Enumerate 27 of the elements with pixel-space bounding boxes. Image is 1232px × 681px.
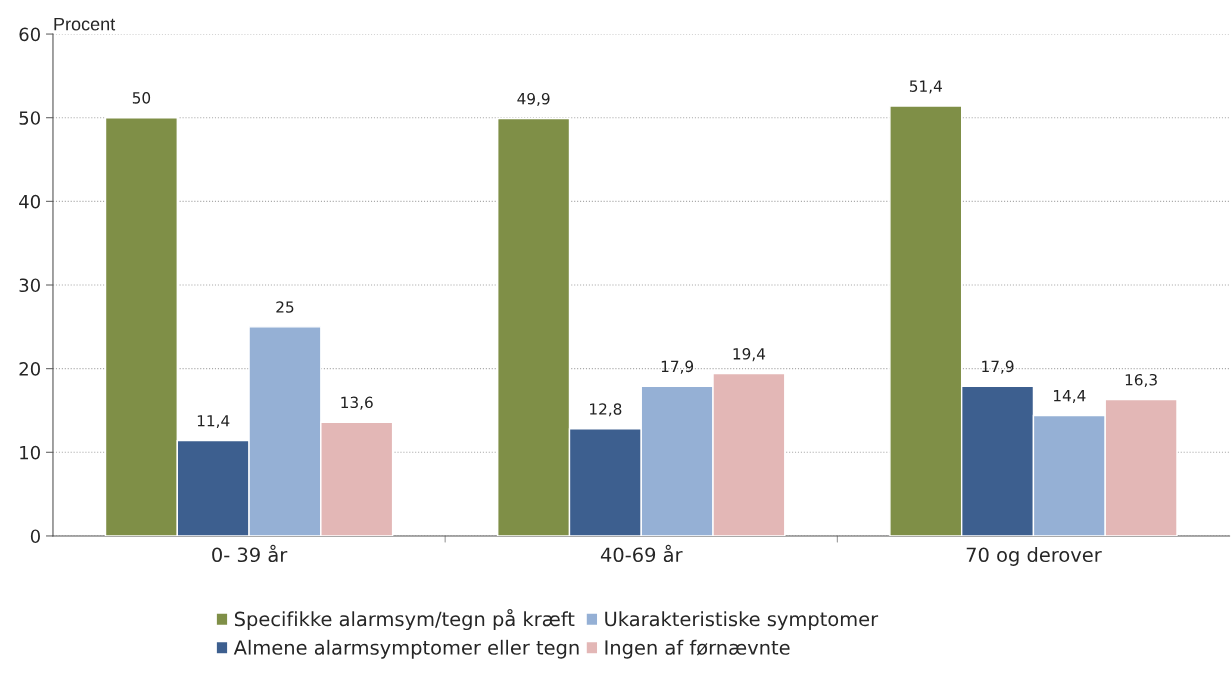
data-label: 11,4 xyxy=(197,415,230,429)
y-tick-label: 0 xyxy=(30,529,40,544)
y-tick-label: 50 xyxy=(19,111,40,125)
x-tick-label: 70 og derover xyxy=(966,547,1102,566)
y-tick-label: 10 xyxy=(20,445,40,460)
legend-label: Specifikke alarmsym/tegn på kræft xyxy=(234,608,575,631)
x-tick-label: 40-69 år xyxy=(600,544,683,563)
data-label: 17,9 xyxy=(661,360,694,374)
y-tick-label: 20 xyxy=(19,362,40,376)
data-label: 19,4 xyxy=(733,348,766,362)
legend-label: Ingen af førnævnte xyxy=(605,639,790,659)
data-label: 49,9 xyxy=(517,92,550,107)
data-label: 17,9 xyxy=(982,360,1014,374)
y-tick-label: 30 xyxy=(19,278,40,293)
legend-label: Ukarakteristiske symptomer xyxy=(605,611,879,631)
data-label: 25 xyxy=(276,301,294,313)
data-label: 14,4 xyxy=(1054,390,1086,403)
y-axis-title: Procent xyxy=(54,17,116,31)
data-label: 16,3 xyxy=(1125,373,1157,388)
data-label: 50 xyxy=(132,92,151,104)
y-tick-label: 40 xyxy=(19,194,40,209)
x-tick-label: 0- 39 år xyxy=(212,544,288,563)
y-tick-label: 60 xyxy=(19,27,40,42)
data-label: 13,6 xyxy=(341,396,373,410)
data-label: 51,4 xyxy=(909,80,942,94)
data-label: 12,8 xyxy=(590,403,622,417)
legend-label: Almene alarmsymptomer eller tegn xyxy=(233,639,579,659)
